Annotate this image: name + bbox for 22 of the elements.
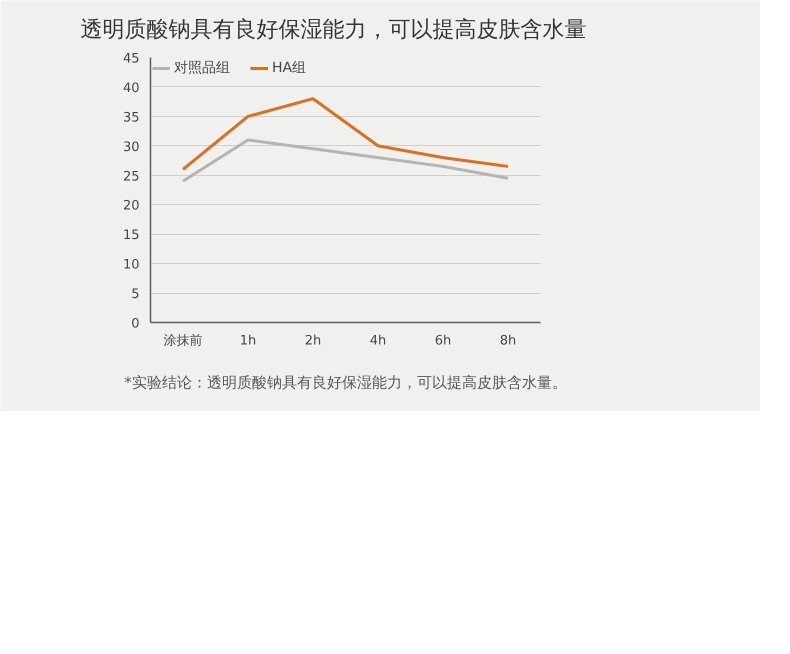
x-tick-label: 1h <box>240 334 256 348</box>
x-tick-label: 4h <box>370 334 386 348</box>
y-tick-label: 40 <box>122 80 140 96</box>
legend-label: 对照品组 <box>174 59 230 77</box>
text: *实验结论：透明质酸钠具有良好保湿能力，可以提高皮肤含水量。 <box>124 374 567 392</box>
y-tick-label: 10 <box>122 258 140 273</box>
line-series <box>182 97 510 171</box>
x-tick-label: 涂抹前 <box>164 334 202 348</box>
y-tick-label: 20 <box>122 198 140 214</box>
legend-label: HA组 <box>272 59 306 77</box>
y-tick-label: 45 <box>122 52 140 66</box>
y-tick-label: 0 <box>131 316 140 332</box>
line-series <box>182 138 510 183</box>
y-tick-label: 15 <box>122 228 140 244</box>
y-tick-label: 30 <box>122 140 140 155</box>
y-tick-label: 35 <box>122 110 140 126</box>
x-tick-label: 8h <box>500 334 516 348</box>
chart-title: 透明质酸钠具有良好保湿能力，可以提高皮肤含水量 <box>80 18 586 42</box>
y-tick-label: 5 <box>131 287 140 302</box>
y-tick-label: 25 <box>122 169 140 184</box>
x-tick-label: 2h <box>304 334 322 348</box>
x-tick-label: 6h <box>434 334 452 348</box>
